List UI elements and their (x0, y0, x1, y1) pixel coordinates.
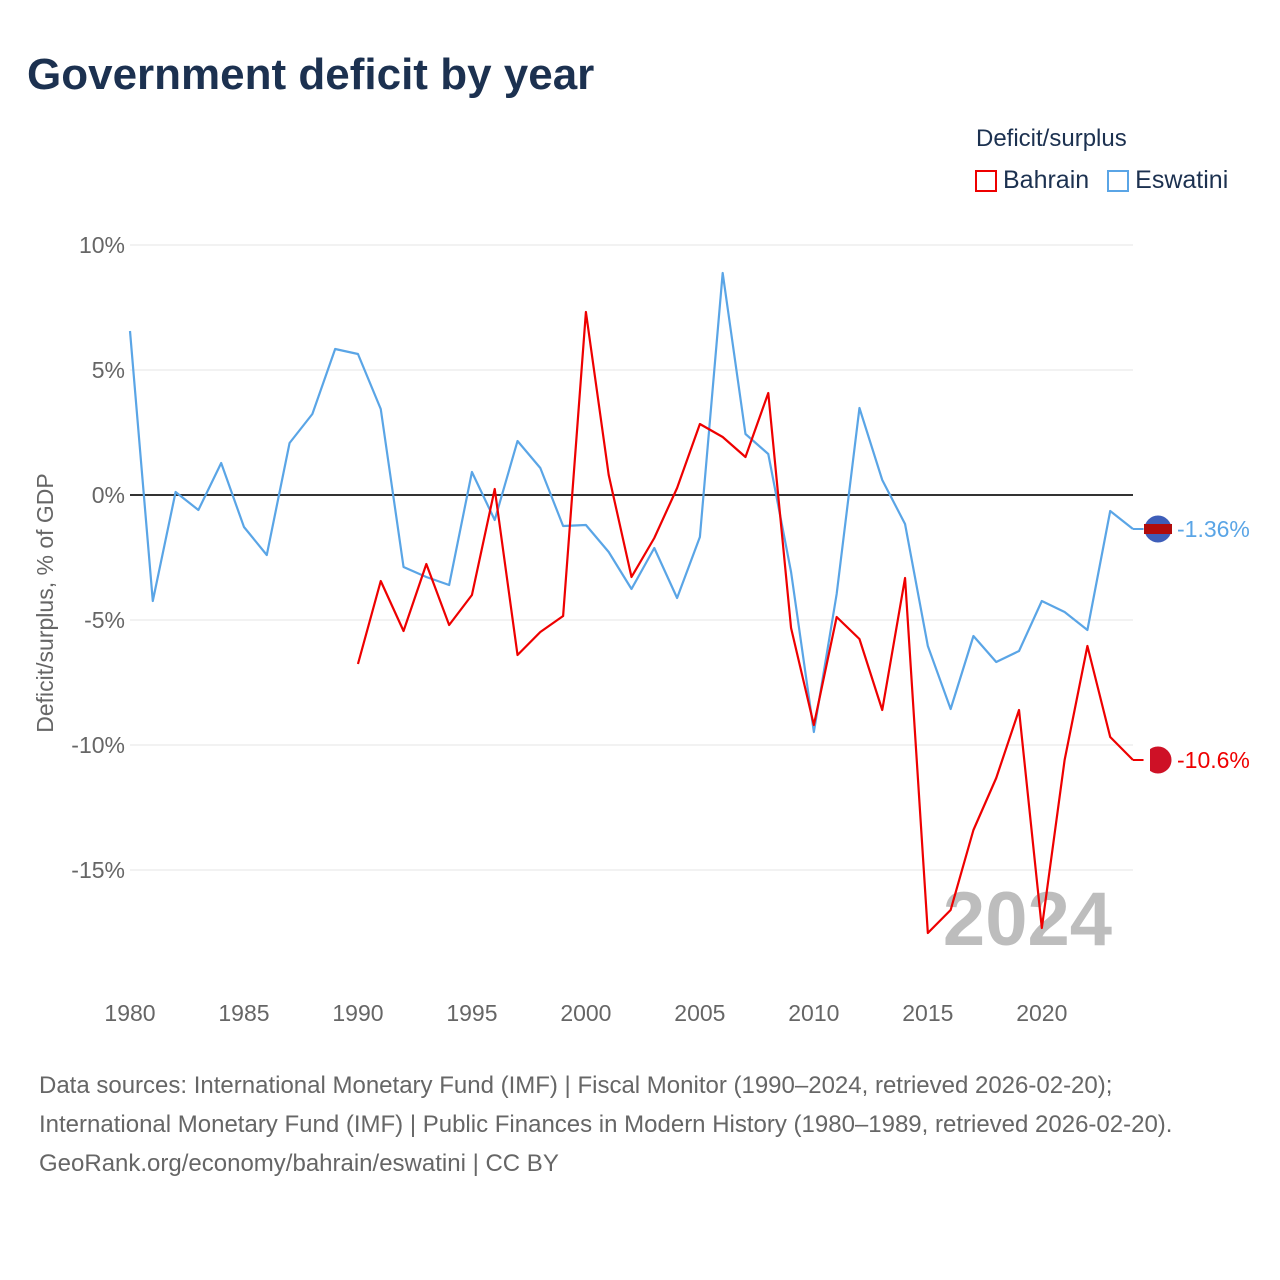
legend: Bahrain Eswatini (975, 166, 1228, 195)
y-tick-label: 0% (92, 482, 125, 508)
series-line-bahrain (356, 310, 1134, 935)
x-tick-label: 2005 (674, 1000, 725, 1026)
x-tick-label: 2015 (902, 1000, 953, 1026)
end-value-label: -1.36% (1177, 516, 1250, 542)
x-tick-label: 1985 (218, 1000, 269, 1026)
flag-stripe (1144, 524, 1172, 534)
year-watermark: 2024 (943, 877, 1112, 962)
legend-item-bahrain[interactable]: Bahrain (975, 166, 1089, 195)
legend-swatch (975, 169, 997, 192)
y-tick-label: -15% (71, 857, 125, 883)
x-tick-label: 2020 (1016, 1000, 1067, 1026)
y-tick-label: -5% (84, 607, 125, 633)
end-value-label: -10.6% (1177, 747, 1250, 773)
x-tick-label: 2010 (788, 1000, 839, 1026)
flag-stripe (1144, 746, 1150, 774)
page-title: Government deficit by year (27, 50, 595, 99)
y-tick-label: 5% (92, 357, 125, 383)
data-sources: Data sources: International Monetary Fun… (39, 1072, 1173, 1138)
legend-label: Bahrain (1003, 166, 1090, 194)
x-tick-label: 2000 (560, 1000, 611, 1026)
x-tick-label: 1980 (104, 1000, 155, 1026)
x-tick-label: 1990 (332, 1000, 383, 1026)
legend-item-eswatini[interactable]: Eswatini (1107, 166, 1228, 195)
legend-title: Deficit/surplus (976, 125, 1127, 152)
series-line-eswatini (128, 271, 1134, 734)
legend-label: Eswatini (1135, 166, 1229, 194)
x-tick-label: 1995 (446, 1000, 497, 1026)
y-tick-label: -10% (71, 732, 125, 758)
footer: Data sources: International Monetary Fun… (39, 1066, 1239, 1183)
y-tick-label: 10% (79, 232, 125, 258)
legend-swatch (1107, 169, 1130, 192)
y-axis-label: Deficit/surplus, % of GDP (32, 473, 58, 732)
credit-link[interactable]: GeoRank.org/economy/bahrain/eswatini | C… (39, 1150, 559, 1177)
